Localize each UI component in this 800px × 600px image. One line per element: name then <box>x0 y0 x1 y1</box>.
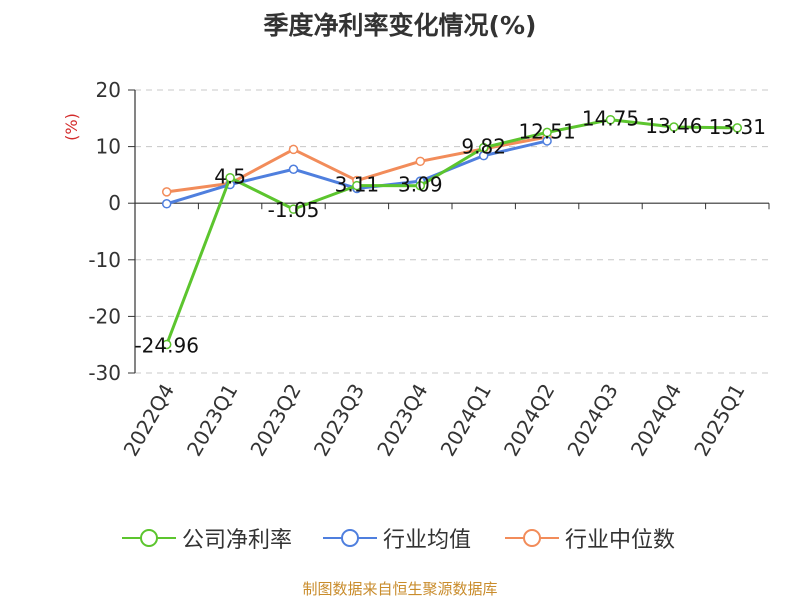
y-axis-label: (%) <box>62 113 81 141</box>
data-point[interactable] <box>542 127 552 138</box>
legend-item-industry-median[interactable]: 行业中位数 <box>505 522 675 554</box>
legend-label: 行业均值 <box>383 528 472 553</box>
y-tick-label: 0 <box>108 191 121 215</box>
data-label: 13.31 <box>709 115 766 139</box>
x-tick-label: 2023Q2 <box>245 380 305 461</box>
y-tick-label: -20 <box>88 304 121 328</box>
legend-item-industry-mean[interactable]: 行业均值 <box>323 522 471 554</box>
x-tick-label: 2023Q4 <box>372 380 432 461</box>
x-tick-label: 2024Q2 <box>499 380 559 461</box>
data-point[interactable] <box>669 122 679 132</box>
data-label: -24.96 <box>134 333 198 357</box>
legend-line-marker-icon <box>323 529 377 547</box>
data-point[interactable] <box>288 144 299 155</box>
data-point[interactable] <box>478 142 489 153</box>
legend-line-marker-icon <box>122 529 176 547</box>
data-label: 13.46 <box>645 114 702 138</box>
data-point[interactable] <box>161 339 172 350</box>
legend-item-company-net-margin[interactable]: 公司净利率 <box>122 522 292 554</box>
legend-line-marker-icon <box>505 529 559 547</box>
y-tick-label: 10 <box>96 135 121 159</box>
data-source-note: 制图数据来自恒生聚源数据库 <box>302 580 498 598</box>
data-label: 14.75 <box>582 107 639 131</box>
y-tick-label: 20 <box>96 78 121 102</box>
data-point[interactable] <box>161 187 172 197</box>
x-tick-label: 2023Q1 <box>182 380 242 461</box>
data-point[interactable] <box>161 199 172 209</box>
chart-legend: 公司净利率 行业均值 行业中位数 <box>0 522 800 554</box>
data-label: 3.09 <box>398 173 443 197</box>
data-point[interactable] <box>605 114 616 125</box>
x-tick-label: 2024Q4 <box>626 380 686 461</box>
data-label: 9.82 <box>461 135 506 159</box>
data-point[interactable] <box>288 204 299 214</box>
x-tick-label: 2024Q3 <box>562 380 622 461</box>
data-point[interactable] <box>415 180 426 191</box>
data-label: 12.51 <box>518 119 575 143</box>
x-tick-label: 2025Q1 <box>689 380 749 461</box>
legend-label: 公司净利率 <box>182 528 293 553</box>
x-tick-label: 2023Q3 <box>309 380 369 461</box>
data-point[interactable] <box>732 123 743 133</box>
y-tick-label: -30 <box>88 361 121 385</box>
x-tick-label: 2022Q4 <box>119 380 179 461</box>
chart-title: 季度净利率变化情况(%) <box>263 11 537 40</box>
data-label: -1.05 <box>268 198 320 222</box>
data-point[interactable] <box>352 180 362 191</box>
data-point[interactable] <box>288 164 299 174</box>
legend-label: 行业中位数 <box>565 528 676 553</box>
x-tick-label: 2024Q1 <box>436 380 496 461</box>
data-point[interactable] <box>225 172 235 183</box>
series-line <box>165 118 738 346</box>
data-label: 4.5 <box>214 165 246 189</box>
y-tick-label: -10 <box>88 248 121 272</box>
data-point[interactable] <box>415 156 426 167</box>
data-label: 3.11 <box>335 173 380 197</box>
